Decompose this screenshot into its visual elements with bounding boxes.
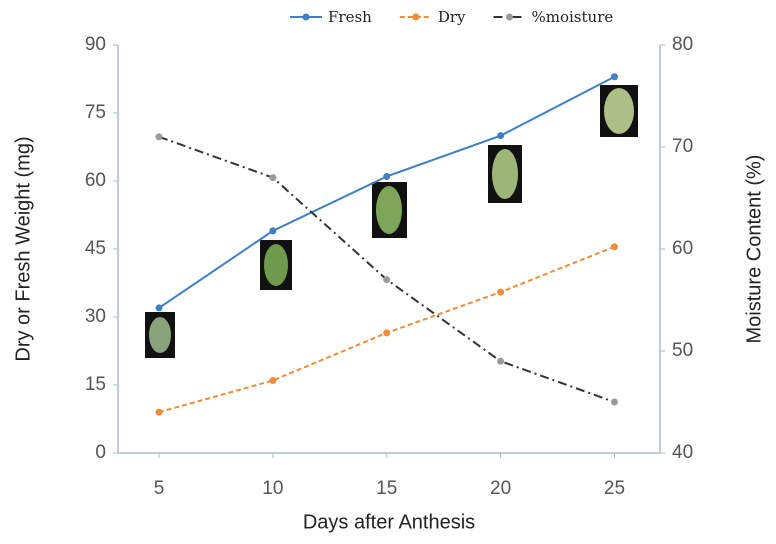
point bbox=[269, 227, 277, 235]
point bbox=[497, 288, 505, 296]
legend-marker bbox=[506, 13, 513, 21]
x-axis-title: Days after Anthesis bbox=[303, 511, 475, 533]
y2-axis-title: Moisture Content (%) bbox=[743, 155, 765, 344]
y-tick-label: 0 bbox=[95, 442, 106, 463]
point bbox=[155, 408, 163, 416]
x-tick-label: 15 bbox=[376, 478, 397, 499]
point bbox=[383, 276, 391, 284]
legend-label: Dry bbox=[438, 8, 466, 26]
legend-label: %moisture bbox=[532, 8, 614, 26]
point bbox=[497, 357, 505, 365]
point bbox=[155, 133, 163, 141]
point bbox=[269, 376, 277, 384]
y-tick-label: 45 bbox=[85, 238, 106, 259]
legend-label: Fresh bbox=[328, 8, 372, 26]
y2-tick-label: 60 bbox=[672, 238, 693, 259]
y-axis-title: Dry or Fresh Weight (mg) bbox=[12, 136, 34, 361]
x-tick-label: 20 bbox=[490, 478, 511, 499]
point bbox=[269, 174, 277, 182]
x-tick-label: 10 bbox=[262, 478, 283, 499]
legend-marker bbox=[412, 13, 420, 21]
y2-tick-label: 70 bbox=[672, 136, 693, 157]
point bbox=[610, 243, 618, 251]
x-tick-label: 5 bbox=[154, 478, 165, 499]
point bbox=[155, 304, 163, 312]
y2-tick-label: 80 bbox=[672, 34, 693, 55]
y-tick-label: 60 bbox=[85, 170, 106, 191]
y-tick-label: 30 bbox=[85, 306, 106, 327]
y-tick-label: 90 bbox=[85, 34, 106, 55]
legend-marker bbox=[302, 13, 310, 21]
y2-tick-label: 50 bbox=[672, 340, 693, 361]
point bbox=[383, 329, 391, 337]
x-tick-label: 25 bbox=[604, 478, 625, 499]
y2-tick-label: 40 bbox=[672, 442, 693, 463]
point bbox=[383, 172, 391, 180]
point bbox=[610, 73, 618, 81]
grain-images bbox=[145, 85, 638, 358]
y-tick-label: 75 bbox=[85, 102, 106, 123]
point bbox=[610, 398, 618, 406]
point bbox=[497, 132, 505, 140]
y-tick-label: 15 bbox=[85, 374, 106, 395]
